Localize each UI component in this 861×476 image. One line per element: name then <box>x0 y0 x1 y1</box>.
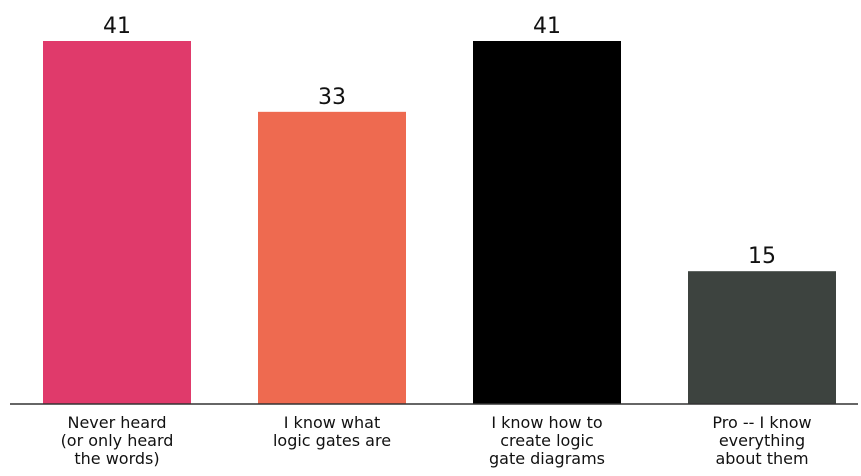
category-label-line: Never heard <box>67 413 166 432</box>
category-label-line: I know what <box>284 413 380 432</box>
bar-4 <box>688 271 836 404</box>
category-label-line: create logic <box>500 431 594 450</box>
bar-2 <box>258 111 406 404</box>
category-label-2: I know what logic gates are <box>273 413 391 450</box>
category-label-4: Pro -- I know everything about them <box>712 413 811 468</box>
value-label-4: 15 <box>748 244 776 269</box>
category-label-3: I know how to create logic gate diagrams <box>489 413 605 468</box>
bar-3 <box>473 41 621 404</box>
category-label-line: about them <box>715 449 808 468</box>
value-labels-group: 41 33 41 15 <box>103 14 776 269</box>
value-label-3: 41 <box>533 14 561 39</box>
category-label-line: (or only heard <box>61 431 174 450</box>
category-labels-group: Never heard (or only heard the words) I kno… <box>61 413 812 468</box>
bars-group <box>43 41 836 404</box>
category-label-line: logic gates are <box>273 431 391 450</box>
value-label-2: 33 <box>318 85 346 110</box>
category-label-line: everything <box>719 431 805 450</box>
bar-1 <box>43 41 191 404</box>
category-label-line: gate diagrams <box>489 449 605 468</box>
value-label-1: 41 <box>103 14 131 39</box>
category-label-line: I know how to <box>491 413 602 432</box>
category-label-line: Pro -- I know <box>712 413 811 432</box>
category-label-1: Never heard (or only heard the words) <box>61 413 174 468</box>
category-label-line: the words) <box>74 449 159 468</box>
